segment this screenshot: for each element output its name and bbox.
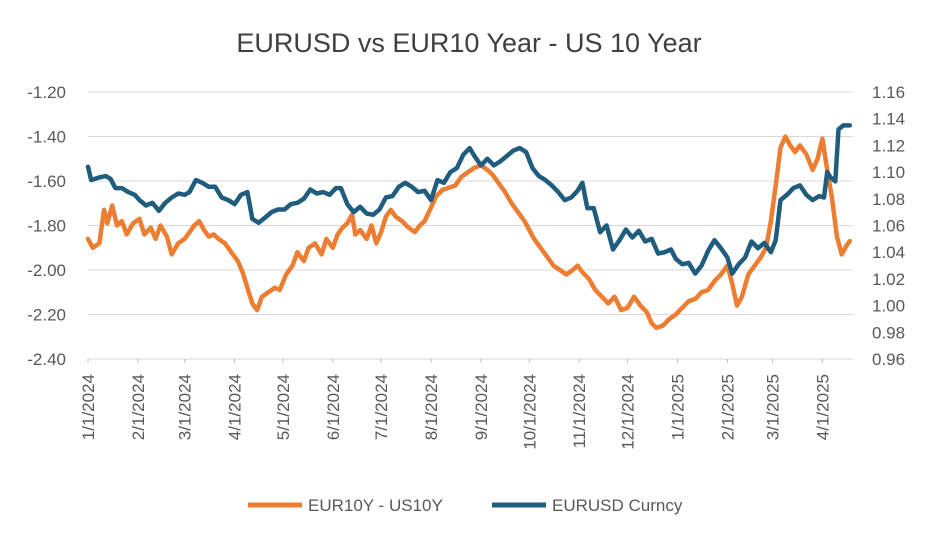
y-left-tick-label: -1.60: [27, 172, 66, 191]
legend-label-eurusd-curncy: EURUSD Curncy: [552, 496, 683, 515]
y-right-tick-label: 1.06: [872, 217, 905, 236]
y-left-tick-label: -1.40: [27, 128, 66, 147]
series-line-eur10y-us10y: [85, 134, 853, 331]
x-tick-label: 1/1/2025: [668, 374, 687, 440]
series-line-eurusd-curncy: [85, 123, 853, 276]
x-tick-label: 12/1/2024: [619, 374, 638, 450]
y-right-tick-label: 1.02: [872, 270, 905, 289]
y-right-tick-label: 1.04: [872, 243, 905, 262]
y-right-tick-label: 0.96: [872, 350, 905, 369]
y-right-tick-label: 1.00: [872, 297, 905, 316]
y-right-tick-label: 1.12: [872, 136, 905, 155]
y-left-tick-label: -2.40: [27, 350, 66, 369]
y-right-tick-label: 1.14: [872, 110, 905, 129]
x-tick-label: 2/1/2025: [718, 374, 737, 440]
x-tick-label: 10/1/2024: [520, 374, 539, 450]
x-tick-label: 8/1/2024: [422, 374, 441, 440]
x-tick-label: 4/1/2024: [226, 374, 245, 440]
x-tick-label: 4/1/2025: [813, 374, 832, 440]
x-tick-label: 7/1/2024: [372, 374, 391, 440]
y-left-tick-label: -1.20: [27, 83, 66, 102]
x-tick-label: 3/1/2025: [763, 374, 782, 440]
y-left-tick-label: -2.00: [27, 261, 66, 280]
series-lines: [85, 123, 853, 331]
x-tick-label: 6/1/2024: [324, 374, 343, 440]
gridlines: [88, 91, 853, 360]
y-right-tick-label: 1.08: [872, 190, 905, 209]
axes: -1.20 -1.40 -1.60 -1.80 -2.00 -2.20 -2.40 1.16 1…: [27, 83, 905, 450]
x-tick-label: 3/1/2024: [176, 374, 195, 440]
x-tick-label: 11/1/2024: [570, 374, 589, 448]
x-tick-label: 1/1/2024: [79, 374, 98, 440]
y-left-tick-label: -2.20: [27, 306, 66, 325]
legend-label-eur10y-us10y: EUR10Y - US10Y: [308, 496, 443, 515]
y-right-tick-label: 1.10: [872, 163, 905, 182]
y-right-tick-label: 0.98: [872, 323, 905, 342]
x-tick-label: 2/1/2024: [129, 374, 148, 440]
x-tick-label: 5/1/2024: [274, 374, 293, 440]
chart-title: EURUSD vs EUR10 Year - US 10 Year: [236, 28, 701, 58]
y-left-tick-label: -1.80: [27, 217, 66, 236]
x-tick-label: 9/1/2024: [472, 374, 491, 440]
y-right-tick-label: 1.16: [872, 83, 905, 102]
legend: EUR10Y - US10Y EURUSD Curncy: [248, 496, 683, 515]
